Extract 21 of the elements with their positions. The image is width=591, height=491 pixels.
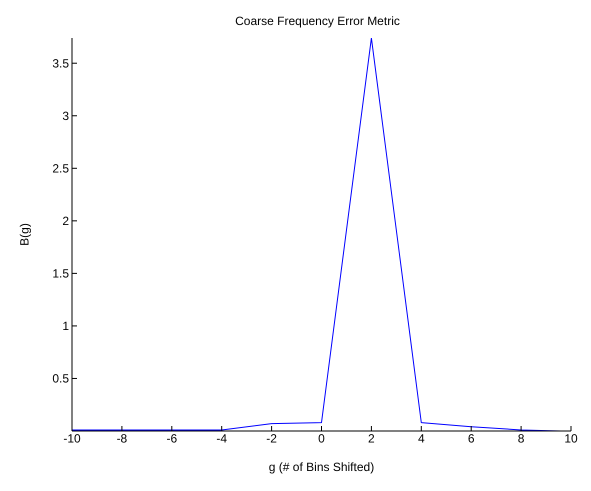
x-tick-label: 6	[468, 432, 475, 446]
x-axis-title: g (# of Bins Shifted)	[268, 460, 374, 474]
y-tick-label: 0.5	[52, 372, 70, 386]
y-tick-label: 2	[62, 214, 70, 228]
x-tick-label: -10	[63, 432, 81, 446]
y-tick-label: 3.5	[52, 56, 70, 70]
x-tick-label: 10	[564, 432, 578, 446]
x-tick-label: -6	[166, 432, 178, 446]
y-tick-label: 1.5	[52, 266, 70, 281]
y-tick-label: 1	[62, 319, 70, 334]
x-tick-label: -2	[266, 432, 278, 446]
y-tick-label: 3	[62, 109, 70, 124]
x-tick-label: -4	[216, 432, 228, 446]
x-tick-label: 8	[518, 432, 525, 446]
y-axis-title: B(g)	[17, 223, 32, 246]
y-tick-label: 2.5	[52, 162, 70, 176]
x-tick-label: -8	[116, 432, 128, 446]
x-tick-label: 0	[318, 432, 326, 446]
x-tick-label: 4	[418, 432, 425, 446]
chart-title: Coarse Frequency Error Metric	[234, 14, 401, 28]
x-tick-label: 2	[368, 432, 376, 446]
